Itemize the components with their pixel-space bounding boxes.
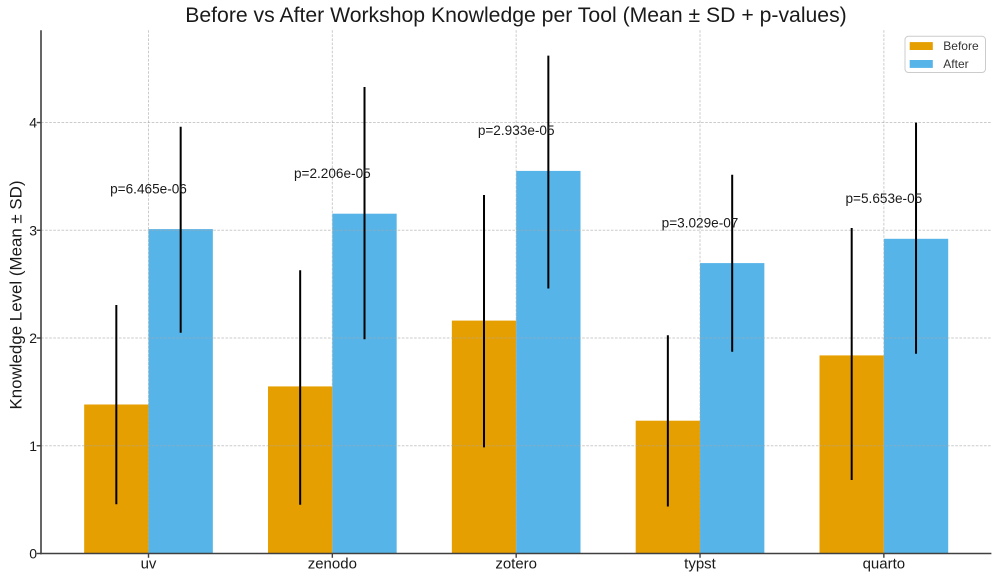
svg-text:p=3.029e-07: p=3.029e-07 — [662, 215, 739, 230]
svg-text:zenodo: zenodo — [308, 556, 357, 573]
svg-text:1: 1 — [29, 438, 37, 454]
svg-text:2: 2 — [29, 330, 37, 346]
svg-text:quarto: quarto — [863, 556, 906, 573]
svg-text:p=2.933e-05: p=2.933e-05 — [478, 123, 555, 138]
svg-text:3: 3 — [29, 222, 37, 238]
svg-text:4: 4 — [29, 115, 37, 131]
svg-text:typst: typst — [684, 556, 717, 573]
svg-text:0: 0 — [29, 546, 37, 562]
svg-text:After: After — [943, 57, 968, 71]
svg-text:zotero: zotero — [495, 556, 537, 573]
svg-text:Before: Before — [943, 39, 979, 53]
svg-text:p=5.653e-05: p=5.653e-05 — [845, 191, 922, 206]
svg-text:Knowledge Level (Mean ± SD): Knowledge Level (Mean ± SD) — [7, 181, 26, 410]
svg-text:Before vs After Workshop Knowl: Before vs After Workshop Knowledge per T… — [185, 4, 847, 27]
svg-text:p=6.465e-06: p=6.465e-06 — [110, 181, 187, 196]
svg-text:p=2.206e-05: p=2.206e-05 — [294, 166, 371, 181]
svg-text:uv: uv — [141, 556, 157, 573]
